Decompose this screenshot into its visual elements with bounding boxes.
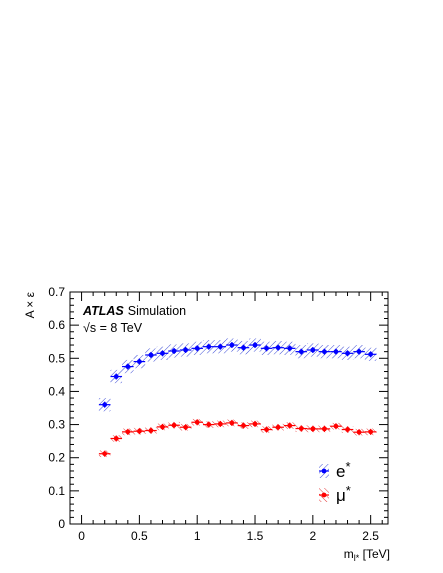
data-point-e (287, 345, 293, 351)
data-point-mu (194, 419, 200, 425)
data-point-e (194, 345, 200, 351)
data-point-mu (113, 436, 119, 441)
data-point-e (136, 359, 142, 364)
x-tick-label: 2 (309, 529, 316, 543)
data-point-mu (217, 421, 223, 427)
data-point-mu (102, 451, 108, 457)
y-tick-label: 0.1 (48, 484, 65, 498)
data-point-mu (264, 427, 269, 432)
data-point-e (252, 342, 258, 348)
y-tick-label: 0.4 (48, 384, 65, 398)
y-axis-label: A × ε (23, 291, 37, 318)
data-point-e (183, 347, 189, 353)
legend-label: μ* (336, 483, 351, 505)
legend-label: e* (336, 459, 351, 481)
x-axis-label-unit: [TeV] (359, 547, 390, 561)
data-point-mu (298, 426, 304, 431)
data-point-mu (148, 428, 154, 433)
data-point-mu (160, 424, 165, 430)
data-point-e (333, 349, 339, 355)
data-point-mu (322, 426, 327, 432)
y-tick-label: 0.2 (48, 451, 65, 465)
data-point-mu (136, 428, 142, 434)
x-tick-label: 1 (194, 529, 201, 543)
data-point-e (368, 351, 374, 357)
data-point-e (171, 348, 177, 354)
x-axis-label-sub: l* (354, 553, 360, 563)
x-axis-label: ml* [TeV] (344, 547, 390, 563)
legend-swatch-point (321, 468, 327, 474)
data-point-mu (356, 429, 362, 435)
data-point-e (113, 374, 119, 379)
data-point-e (229, 342, 235, 348)
energy-label: √s = 8 TeV (83, 321, 143, 335)
data-point-e (345, 350, 350, 356)
x-tick-label: 1.5 (247, 529, 264, 543)
data-point-mu (183, 424, 189, 430)
data-point-e (241, 345, 246, 351)
x-axis-label-main: m (344, 547, 354, 561)
data-point-e (148, 352, 154, 358)
atlas-brand: ATLAS (82, 304, 124, 318)
data-point-mu (275, 424, 281, 430)
data-point-mu (206, 422, 212, 427)
atlas-simulation: Simulation (128, 304, 186, 318)
plot-frame (69, 291, 389, 525)
data-point-e (275, 345, 281, 351)
x-tick-label: 0 (78, 529, 85, 543)
data-point-e (298, 349, 304, 355)
data-point-mu (310, 426, 316, 432)
y-tick-label: 0.5 (48, 351, 65, 365)
data-point-mu (241, 423, 246, 428)
y-tick-label: 0.3 (48, 418, 65, 432)
data-point-e (217, 344, 223, 350)
data-point-mu (171, 422, 177, 428)
data-point-e (102, 402, 108, 408)
data-point-e (264, 345, 269, 351)
data-point-e (206, 344, 212, 350)
legend-swatch-point (321, 492, 327, 498)
data-point-mu (333, 423, 339, 429)
data-point-e (125, 364, 131, 369)
x-tick-label: 0.5 (131, 529, 148, 543)
axis-ticks: 0 0.5 1 1.5 2 2.5 0 0.1 0.2 0.3 0.4 0.5 0.6 0.7 (48, 285, 388, 543)
data-point-mu (287, 423, 293, 428)
data-point-mu (229, 420, 235, 426)
data-point-e (310, 347, 316, 353)
legend: e*μ* (319, 459, 351, 505)
data-point-e (160, 350, 165, 356)
data-point-mu (345, 427, 350, 432)
data-point-mu (368, 429, 374, 435)
x-tick-label: 2.5 (362, 529, 379, 543)
data-point-mu (252, 421, 258, 427)
y-tick-label: 0.7 (48, 285, 65, 299)
atlas-label: ATLAS Simulation (82, 304, 186, 318)
data-point-e (356, 349, 362, 355)
data-points (98, 342, 377, 457)
y-tick-label: 0 (58, 517, 65, 531)
y-tick-label: 0.6 (48, 318, 65, 332)
data-point-mu (125, 429, 131, 435)
data-point-e (322, 349, 327, 355)
